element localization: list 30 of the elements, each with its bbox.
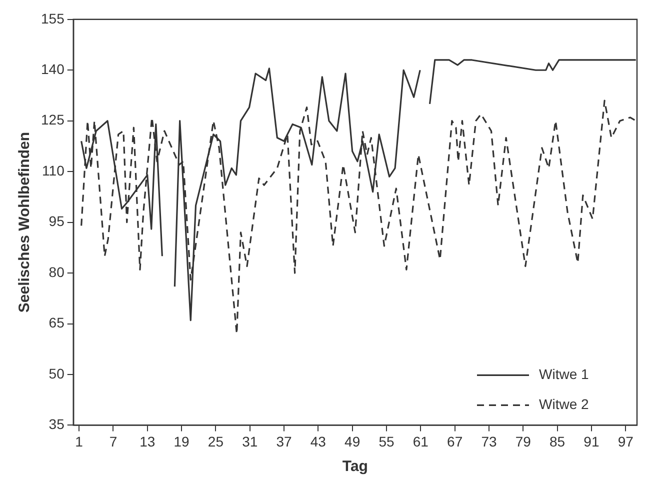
x-tick-label: 43 bbox=[310, 433, 326, 450]
x-tick-label: 7 bbox=[109, 433, 118, 450]
x-tick-label: 61 bbox=[412, 433, 429, 450]
x-tick-label: 79 bbox=[515, 433, 532, 450]
x-tick-label: 25 bbox=[208, 433, 224, 450]
y-tick-label: 140 bbox=[41, 60, 65, 77]
x-axis-title: Tag bbox=[342, 458, 368, 476]
y-tick-label: 65 bbox=[48, 314, 65, 331]
y-axis-title: Seelisches Wohlbefinden bbox=[16, 132, 34, 313]
x-tick-label: 55 bbox=[378, 433, 394, 450]
x-tick-label: 37 bbox=[276, 433, 292, 450]
x-tick-label: 67 bbox=[447, 433, 463, 450]
x-tick-label: 1 bbox=[75, 433, 84, 450]
y-tick-label: 35 bbox=[48, 416, 65, 432]
x-tick-label: 13 bbox=[140, 433, 156, 450]
y-tick-label: 50 bbox=[48, 365, 65, 382]
y-tick-label: 110 bbox=[42, 162, 65, 178]
legend-label: Witwe 2 bbox=[539, 396, 589, 412]
x-tick-label: 19 bbox=[174, 433, 190, 450]
y-tick-label: 155 bbox=[41, 10, 65, 26]
x-tick-label: 91 bbox=[584, 433, 600, 450]
y-tick-label: 95 bbox=[48, 213, 65, 230]
x-tick-label: 97 bbox=[618, 433, 634, 450]
x-tick-label: 85 bbox=[550, 433, 566, 450]
x-tick-label: 73 bbox=[481, 433, 497, 450]
y-tick-label: 125 bbox=[41, 112, 65, 128]
legend-label: Witwe 1 bbox=[539, 366, 589, 382]
x-tick-label: 31 bbox=[242, 433, 258, 450]
y-tick-label: 80 bbox=[48, 264, 65, 280]
x-tick-label: 49 bbox=[344, 433, 360, 450]
